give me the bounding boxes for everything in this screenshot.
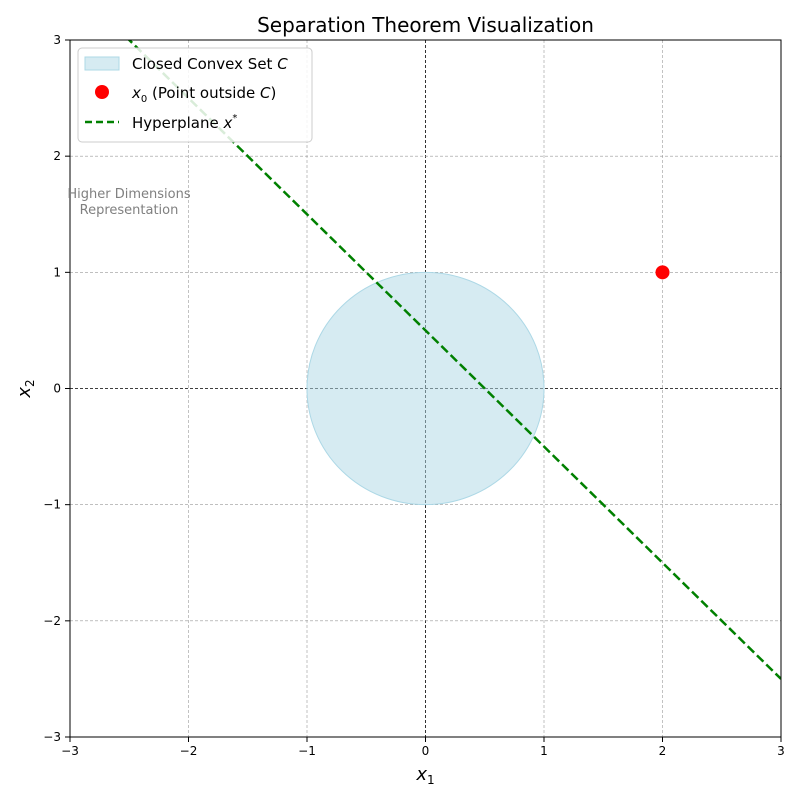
annotation-line-1: Higher Dimensions [67,187,190,202]
x-tick-label: 1 [540,744,548,758]
point-x0 [655,265,670,280]
chart-title: Separation Theorem Visualization [257,13,594,37]
x-tick-label: 3 [777,744,785,758]
y-tick-label: −1 [43,498,61,512]
axis-ticks: −3 −2 −1 0 1 2 3 −3 −2 −1 0 1 2 3 [43,33,785,758]
x-tick-label: −2 [180,744,198,758]
y-axis-label: x2 [14,379,37,398]
y-tick-label: 0 [53,382,61,396]
legend-box [77,47,313,143]
y-tick-label: 3 [53,33,61,47]
legend-marker-point [95,85,109,99]
x-tick-label: 0 [422,744,430,758]
legend-swatch-convex-set [84,56,120,71]
x-tick-label: −3 [61,744,79,758]
x-tick-label: 2 [659,744,667,758]
x-axis-label: x1 [415,764,434,787]
convex-set-region [306,271,545,506]
y-tick-label: −3 [43,730,61,744]
annotation-line-2: Representation [80,203,179,218]
data-marks [127,40,781,680]
legend-label-point: x0 (Point outside C) [131,84,276,105]
x-tick-label: −1 [298,744,316,758]
y-tick-label: 2 [53,149,61,163]
legend-label-convex-set: Closed Convex Set C [132,55,288,73]
hyperplane-line [127,40,781,680]
plot-area: −3 −2 −1 0 1 2 3 −3 −2 −1 0 1 2 3 [43,33,785,758]
legend: Closed Convex Set C x0 (Point outside C)… [77,47,313,143]
y-tick-label: −2 [43,614,61,628]
legend-label-hyperplane: Hyperplane x* [132,113,237,132]
y-tick-label: 1 [53,265,61,279]
